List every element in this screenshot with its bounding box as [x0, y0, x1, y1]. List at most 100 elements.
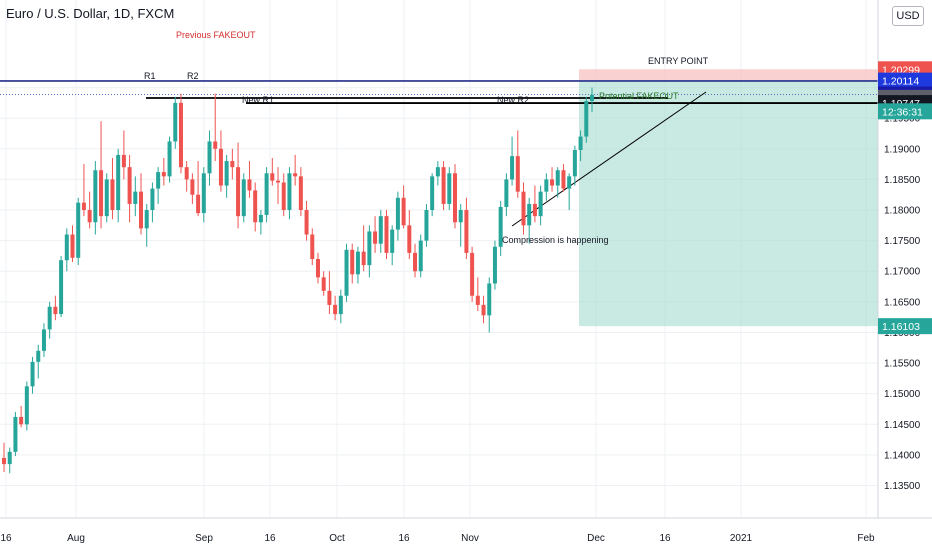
- candle-body: [281, 182, 286, 211]
- candle-body: [201, 173, 206, 214]
- price-labels: 1.202991.201141.198871.198831.1974712:36…: [878, 61, 932, 335]
- candle-body: [298, 176, 303, 211]
- candle-body: [253, 190, 258, 223]
- candle-body: [538, 191, 543, 217]
- compression-label: Compression is happening: [502, 235, 609, 245]
- candle-body: [213, 141, 218, 149]
- price-label-timer: [878, 103, 932, 120]
- candle-body: [258, 214, 263, 223]
- y-tick-label: 1.15000: [884, 389, 921, 400]
- candle-body: [590, 94, 594, 102]
- candle-body: [196, 194, 201, 214]
- candle-body: [304, 210, 309, 235]
- candle-body: [475, 295, 480, 305]
- price-label-target: [878, 318, 932, 335]
- candle-body: [30, 361, 35, 387]
- candle-body: [344, 249, 349, 296]
- candle-body: [447, 173, 452, 204]
- time-axis[interactable]: 16 Aug Sep 16 Oct 16 Nov Dec 16 2021 Feb: [0, 517, 932, 544]
- candle-body: [13, 416, 18, 452]
- y-tick-label: 1.13500: [884, 481, 921, 492]
- candle-body: [441, 167, 446, 204]
- price-label-text: 1.20114: [882, 76, 919, 88]
- candle-body: [133, 191, 138, 204]
- symbol-title[interactable]: Euro / U.S. Dollar, 1D, FXCM: [6, 6, 175, 21]
- candle-body: [173, 102, 178, 142]
- candle-body: [390, 229, 395, 253]
- candle-body: [184, 167, 189, 180]
- candle-body: [487, 283, 492, 316]
- currency-button[interactable]: USD: [892, 6, 924, 26]
- candle-body: [224, 161, 229, 186]
- candle-body: [156, 172, 161, 189]
- y-tick-label: 1.14000: [884, 450, 921, 461]
- candle-body: [521, 191, 526, 226]
- candle-body: [104, 179, 109, 217]
- take-profit-zone: [579, 80, 878, 327]
- candle-body: [81, 202, 86, 211]
- candle-body: [424, 210, 429, 241]
- candle-body: [139, 191, 144, 229]
- candle-body: [161, 172, 166, 177]
- level-lines: [0, 80, 878, 227]
- candle-body: [532, 203, 537, 217]
- candle-body: [350, 249, 355, 275]
- candle-body: [144, 210, 149, 229]
- candle-body: [361, 251, 366, 266]
- candle-body: [270, 173, 275, 181]
- candle-body: [527, 203, 532, 226]
- x-tick-label: Dec: [587, 533, 605, 544]
- candle-body: [481, 304, 486, 316]
- candle-body: [276, 180, 281, 183]
- candle-body: [327, 290, 332, 305]
- candle-body: [470, 252, 475, 296]
- candle-body: [515, 156, 520, 192]
- candle-body: [544, 179, 549, 192]
- candle-body: [584, 101, 589, 137]
- candle-body: [378, 216, 383, 244]
- candle-body: [41, 329, 46, 351]
- candle-body: [321, 277, 326, 291]
- candle-body: [464, 210, 469, 253]
- y-tick-label: 1.15500: [884, 359, 921, 370]
- candle-body: [70, 234, 75, 258]
- x-tick-label: 16: [0, 533, 12, 544]
- candle-body: [178, 102, 183, 168]
- candle-body: [413, 252, 418, 272]
- candle-body: [76, 202, 81, 258]
- position-boxes: [579, 69, 878, 327]
- y-tick-label: 1.16500: [884, 297, 921, 308]
- annotations: Previous FAKEOUT R1 R2 New R1 New R2 ENT…: [144, 30, 709, 245]
- candle-body: [315, 259, 320, 278]
- candle-body: [578, 136, 583, 151]
- compression-trendline: [511, 91, 707, 227]
- x-tick-label: 16: [398, 533, 410, 544]
- candle-body: [167, 141, 172, 177]
- x-tick-label: Aug: [67, 533, 85, 544]
- x-tick-label: Feb: [857, 533, 875, 544]
- candle-body: [430, 176, 435, 211]
- y-tick-label: 1.17500: [884, 236, 921, 247]
- candle-body: [293, 173, 298, 177]
- candle-body: [550, 179, 555, 186]
- candle-body: [2, 457, 6, 465]
- candle-body: [236, 167, 241, 217]
- candle-body: [555, 170, 560, 186]
- candle-body: [355, 251, 360, 275]
- candle-body: [395, 197, 400, 230]
- candle-body: [418, 240, 423, 272]
- candle-body: [572, 150, 577, 177]
- candle-body: [218, 148, 223, 186]
- candle-body: [492, 246, 497, 284]
- candle-body: [333, 304, 338, 315]
- candle-body: [338, 295, 343, 315]
- candle-body: [116, 154, 121, 211]
- new-r1-label: New R1: [242, 95, 274, 105]
- new-r2-label: New R2: [497, 95, 529, 105]
- previous-fakeout-label: Previous FAKEOUT: [176, 30, 256, 40]
- candle-body: [24, 386, 29, 425]
- y-tick-label: 1.18000: [884, 206, 921, 217]
- x-tick-label: Oct: [329, 533, 345, 544]
- candle-body: [93, 170, 98, 223]
